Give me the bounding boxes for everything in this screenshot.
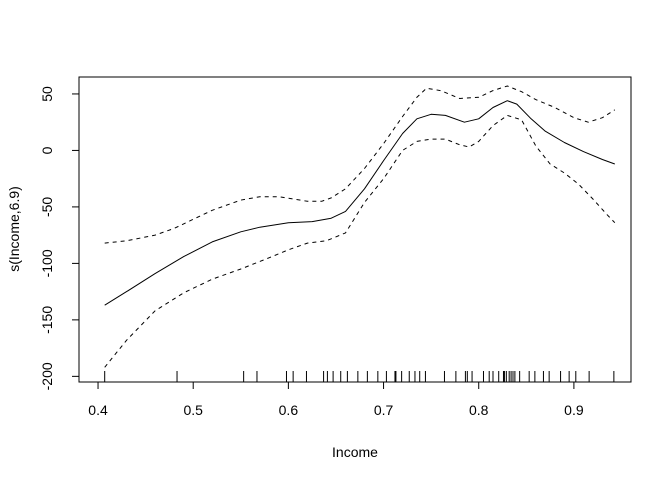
upper-confidence-band	[104, 85, 616, 244]
series-lines	[104, 85, 616, 368]
y-tick-label: -50	[39, 197, 55, 217]
plot-frame	[78, 76, 632, 383]
y-axis: -200 -150 -100 -50 0 50	[39, 86, 80, 390]
x-axis-label: Income	[332, 444, 378, 460]
x-tick-label: 0.5	[183, 402, 203, 418]
x-tick-label: 0.8	[469, 402, 489, 418]
x-tick-label: 0.6	[279, 402, 299, 418]
y-tick-label: -100	[39, 249, 55, 277]
y-tick-label: -150	[39, 306, 55, 334]
lower-confidence-band	[104, 114, 616, 368]
rug	[104, 371, 615, 382]
x-tick-label: 0.4	[88, 402, 108, 418]
x-tick-label: 0.7	[374, 402, 394, 418]
y-tick-label: -200	[39, 362, 55, 390]
y-tick-label: 50	[39, 86, 55, 102]
x-tick-label: 0.9	[564, 402, 584, 418]
smooth-estimate-line	[104, 100, 615, 306]
y-axis-label: s(Income,6.9)	[6, 186, 22, 272]
y-tick-label: 0	[39, 146, 55, 154]
x-axis: 0.4 0.5 0.6 0.7 0.8 0.9	[88, 381, 584, 418]
